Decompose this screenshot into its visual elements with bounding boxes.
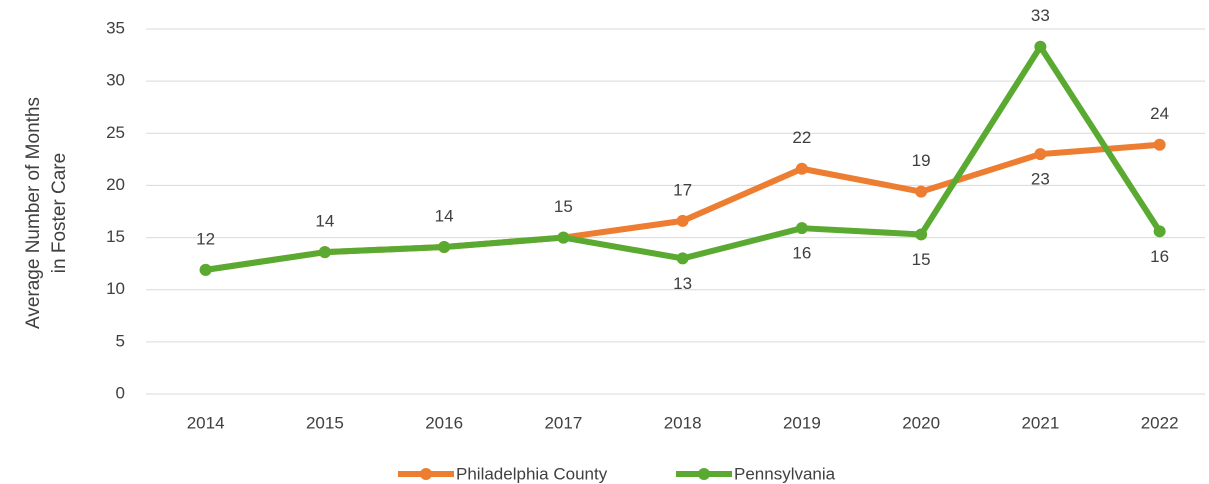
x-tick-label: 2017 <box>544 413 582 432</box>
point <box>915 228 928 241</box>
point <box>1153 138 1166 151</box>
y-tick-label: 35 <box>106 18 125 37</box>
x-tick-label: 2014 <box>187 413 225 432</box>
y-tick-label: 30 <box>106 71 125 90</box>
y-tick-label: 10 <box>106 279 125 298</box>
x-tick-label: 2019 <box>783 413 821 432</box>
data-label: 17 <box>673 180 692 199</box>
data-label: 15 <box>554 197 573 216</box>
legend-marker <box>420 468 432 480</box>
data-label: 33 <box>1031 6 1050 25</box>
point <box>438 240 451 253</box>
data-label: 16 <box>1150 247 1169 266</box>
data-label: 19 <box>912 151 931 170</box>
x-tick-label: 2015 <box>306 413 344 432</box>
point <box>676 214 689 227</box>
data-label: 24 <box>1150 104 1169 123</box>
data-label: 23 <box>1031 170 1050 189</box>
y-axis-label: Average Number of Months <box>23 97 44 329</box>
series-line <box>205 43 1163 273</box>
data-label: 14 <box>315 212 334 231</box>
x-tick-label: 2016 <box>425 413 463 432</box>
data-label: 13 <box>673 274 692 293</box>
point <box>1153 225 1166 238</box>
data-label: 16 <box>792 244 811 263</box>
x-tick-label: 2018 <box>664 413 702 432</box>
legend-marker <box>698 468 710 480</box>
x-tick-label: 2022 <box>1141 413 1179 432</box>
data-label: 14 <box>435 206 454 225</box>
y-tick-label: 0 <box>116 383 125 402</box>
y-tick-label: 20 <box>106 175 125 194</box>
point <box>915 185 928 198</box>
x-tick-label: 2020 <box>902 413 940 432</box>
legend-label: Pennsylvania <box>734 464 836 483</box>
data-label: 15 <box>912 250 931 269</box>
y-tick-label: 15 <box>106 227 125 246</box>
y-axis-label: in Foster Care <box>49 153 70 273</box>
y-tick-label: 5 <box>116 331 125 350</box>
data-label: 12 <box>196 229 215 248</box>
point <box>676 252 689 265</box>
data-label: 22 <box>792 128 811 147</box>
x-tick-label: 2021 <box>1021 413 1059 432</box>
y-tick-label: 25 <box>106 123 125 142</box>
point <box>795 222 808 235</box>
point <box>199 263 212 276</box>
point <box>1034 40 1047 53</box>
point <box>557 231 570 244</box>
point <box>1034 148 1047 161</box>
point <box>318 246 331 259</box>
point <box>795 162 808 175</box>
legend-label: Philadelphia County <box>456 464 608 483</box>
